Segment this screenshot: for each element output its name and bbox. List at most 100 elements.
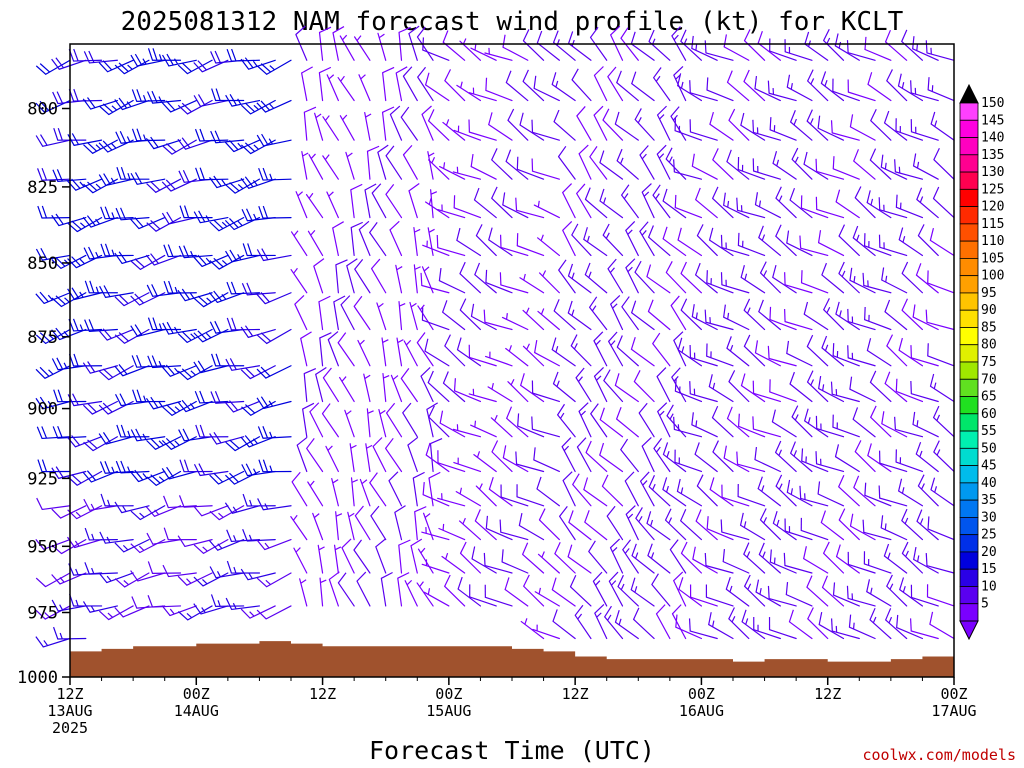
barb-flag <box>830 618 833 632</box>
barb-flag <box>870 405 877 418</box>
barb-half-flag <box>620 583 625 590</box>
barb-flag <box>569 575 577 588</box>
barb-staff <box>736 209 766 219</box>
barb-staff <box>413 264 418 294</box>
wind-barb <box>67 287 103 301</box>
barb-staff <box>786 491 813 507</box>
barb-staff <box>264 292 292 305</box>
barb-flag <box>291 471 301 483</box>
barb-flag <box>459 298 467 311</box>
wind-barb <box>517 413 545 438</box>
wind-barb <box>664 508 687 541</box>
barb-flag <box>130 325 139 337</box>
barb-flag <box>695 509 702 522</box>
barb-flag <box>181 62 192 72</box>
wind-barb <box>337 75 355 102</box>
barb-staff <box>677 349 703 367</box>
barb-staff <box>562 479 576 507</box>
wind-barb <box>240 176 276 189</box>
wind-barb <box>146 216 182 232</box>
barb-staff <box>864 48 892 61</box>
wind-barb <box>625 258 639 294</box>
barb-flag <box>634 108 642 120</box>
wind-barb <box>662 442 687 473</box>
wind-barb <box>315 367 327 403</box>
wind-barb <box>114 328 150 344</box>
barb-flag <box>193 297 204 308</box>
barb-flag <box>102 60 113 71</box>
barb-half-flag <box>111 466 115 473</box>
credit-text[interactable]: coolwx.com/models <box>862 746 1016 764</box>
barb-staff <box>395 72 403 102</box>
wind-barb <box>712 440 734 473</box>
barb-flag <box>673 66 684 76</box>
barb-half-flag <box>635 552 639 559</box>
x-tick-label: 12Z <box>562 685 589 703</box>
barb-flag <box>725 577 731 590</box>
barb-flag <box>130 429 138 442</box>
barb-flag <box>300 331 312 339</box>
barb-staff <box>832 355 860 367</box>
barb-flag <box>215 353 221 367</box>
barb-flag <box>210 594 217 607</box>
wind-barb <box>933 148 955 180</box>
barb-flag <box>653 437 663 449</box>
barb-flag <box>691 412 694 425</box>
barb-flag <box>646 264 652 277</box>
barb-staff <box>439 422 466 438</box>
barb-flag <box>834 444 840 457</box>
barb-staff <box>769 561 797 574</box>
wind-barb <box>515 197 545 219</box>
wind-barb <box>473 451 497 473</box>
wind-barb <box>726 336 750 367</box>
barb-staff <box>803 558 829 574</box>
wind-barb <box>194 128 229 142</box>
barb-flag <box>375 538 386 548</box>
wind-barb <box>83 139 118 154</box>
wind-barb <box>574 604 592 640</box>
wind-barb <box>767 345 797 367</box>
barb-staff <box>631 555 655 574</box>
barb-staff <box>442 311 466 331</box>
wind-barb <box>790 110 813 141</box>
barb-half-flag <box>540 234 544 241</box>
wind-barb <box>884 371 908 403</box>
wind-barb <box>193 210 229 224</box>
barb-flag <box>385 183 395 195</box>
barb-half-flag <box>302 152 309 157</box>
barb-staff <box>895 130 924 141</box>
colorbar-label: 5 <box>981 597 989 612</box>
barb-flag <box>118 251 127 263</box>
wind-barb <box>130 292 166 306</box>
wind-barb <box>507 108 529 141</box>
barb-half-flag <box>673 34 679 41</box>
wind-barb <box>589 296 608 331</box>
wind-barb <box>758 542 781 574</box>
barb-half-flag <box>186 613 193 619</box>
barb-half-flag <box>884 523 887 530</box>
barb-staff <box>138 216 166 230</box>
barb-flag <box>536 30 543 44</box>
wind-barb <box>531 380 560 403</box>
barb-staff <box>593 74 608 102</box>
barb-flag <box>103 285 111 297</box>
barb-staff <box>800 207 829 219</box>
barb-staff <box>516 496 545 507</box>
barb-flag <box>589 296 598 308</box>
wind-barb <box>130 324 166 337</box>
barb-flag <box>335 259 348 266</box>
barb-flag <box>37 459 43 472</box>
barb-flag <box>98 330 108 341</box>
barb-staff <box>105 436 134 445</box>
barb-staff <box>625 267 639 294</box>
barb-staff <box>309 411 324 438</box>
barb-flag <box>136 354 142 368</box>
wind-barb <box>309 402 324 438</box>
barb-staff <box>455 491 482 507</box>
barb-staff <box>262 436 292 439</box>
barb-staff <box>303 373 308 403</box>
barb-flag <box>370 505 380 517</box>
barb-staff <box>326 191 339 219</box>
barb-staff <box>248 178 276 189</box>
wind-barb <box>743 69 766 102</box>
